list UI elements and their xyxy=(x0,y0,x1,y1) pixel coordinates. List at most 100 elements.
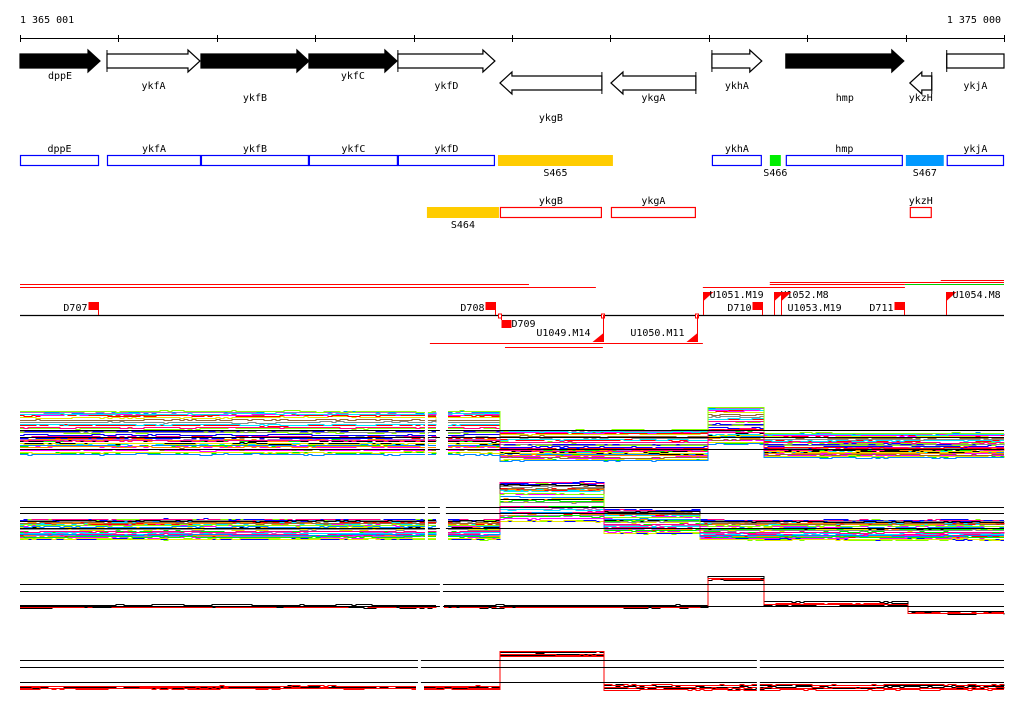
gene-track: dppE ykfA ykfB ykfC ykfD ykgB ykgA ykhA hmp ykzH y… xyxy=(19,48,1005,124)
data-gap xyxy=(439,562,443,626)
terminator-flag xyxy=(592,333,604,342)
expression-panel-4 xyxy=(20,632,1005,698)
annotation-dppE[interactable]: dppE xyxy=(19,144,100,167)
gene-ykfB[interactable]: ykfB xyxy=(200,48,310,104)
terminator-label: D709 xyxy=(512,319,536,330)
annotation-ykfC[interactable]: ykfC xyxy=(308,144,398,167)
gene-ykgA[interactable]: ykgA xyxy=(610,70,697,104)
gene-ykfC[interactable]: ykfC xyxy=(308,48,398,82)
terminator-flag xyxy=(686,333,698,342)
segment-box xyxy=(769,155,781,166)
expression-line xyxy=(20,651,1004,687)
annotation-label: ykgB xyxy=(539,196,563,207)
gene-ykhA[interactable]: ykhA xyxy=(711,48,763,92)
gene-ykzH[interactable]: ykzH xyxy=(909,70,933,104)
gene-ykfA[interactable]: ykfA xyxy=(106,48,201,92)
gene-label: hmp xyxy=(836,93,854,104)
expression-line xyxy=(20,506,1005,534)
annotation-ykfD[interactable]: ykfD xyxy=(397,144,496,167)
annotation-ykgA[interactable]: ykgA xyxy=(610,196,696,219)
annotation-box xyxy=(308,154,398,167)
segment-box xyxy=(905,155,944,166)
terminator-box xyxy=(752,302,763,310)
terminator-U1054.M8[interactable]: U1054.M8 xyxy=(946,290,1001,315)
gene-arrow xyxy=(610,70,697,96)
segment-box xyxy=(497,155,613,166)
terminator-label: D710 xyxy=(727,303,751,314)
segment-S464[interactable]: S464 xyxy=(426,207,499,231)
annotation-ykzH[interactable]: ykzH xyxy=(909,196,933,219)
gene-arrow xyxy=(19,48,101,74)
expression-line xyxy=(20,484,1004,523)
expression-line xyxy=(20,418,1004,442)
terminator-U1053.M19[interactable]: U1053.M19 xyxy=(781,292,842,315)
gene-label: ykhA xyxy=(725,81,749,92)
terminator-label: U1049.M14 xyxy=(536,328,590,339)
terminator-D710[interactable]: D710 xyxy=(727,302,763,315)
terminator-D707[interactable]: D707 xyxy=(63,302,99,315)
expression-line xyxy=(20,520,1004,541)
annotation-ykgB[interactable]: ykgB xyxy=(499,196,602,219)
expression-line xyxy=(20,578,1004,614)
data-gap xyxy=(439,474,446,552)
gene-arrow xyxy=(499,70,603,96)
segment-S466[interactable]: S466 xyxy=(763,155,787,179)
annotation-label: dppE xyxy=(47,144,71,155)
annotation-label: ykfD xyxy=(434,144,458,155)
axis-end-label: 1 375 000 xyxy=(947,15,1001,26)
gene-ykfD[interactable]: ykfD xyxy=(397,48,496,92)
terminator-D709[interactable]: D709 xyxy=(498,313,536,330)
data-gap xyxy=(417,632,421,698)
annotation-box xyxy=(909,206,932,219)
expression-panel-2 xyxy=(20,474,1005,552)
terminator-flag xyxy=(703,292,714,301)
terminator-D711[interactable]: D711 xyxy=(869,302,905,315)
segment-S467[interactable]: S467 xyxy=(905,155,944,179)
terminator-U1051.M19[interactable]: U1051.M19 xyxy=(703,290,764,315)
terminator-U1050.M11[interactable]: U1050.M11 xyxy=(630,313,699,342)
annotation-ykfA[interactable]: ykfA xyxy=(106,144,202,167)
segment-track-minus: S464 ykgB ykgA ykzH xyxy=(426,196,933,231)
axis-start-label: 1 365 001 xyxy=(20,15,74,26)
expression-line xyxy=(20,653,1004,689)
segment-S465[interactable]: S465 xyxy=(497,155,613,179)
annotation-label: ykfA xyxy=(142,144,166,155)
expression-panel-1 xyxy=(20,394,1005,466)
terminator-U1049.M14[interactable]: U1049.M14 xyxy=(536,313,605,342)
gene-arrow xyxy=(308,48,398,74)
gene-label: ykfA xyxy=(141,81,165,92)
data-gap xyxy=(424,394,428,466)
gene-arrow xyxy=(106,48,201,74)
annotation-ykjA[interactable]: ykjA xyxy=(946,144,1005,167)
annotation-box xyxy=(19,154,100,167)
gene-ykgB[interactable]: ykgB xyxy=(499,70,603,124)
segment-track-plus: dppE ykfA ykfB ykfC ykfD S465 ykhA S466 hmp S467 y… xyxy=(19,144,1005,179)
expression-line xyxy=(20,578,1004,614)
annotation-ykhA[interactable]: ykhA xyxy=(711,144,762,167)
gene-label: ykfC xyxy=(341,71,365,82)
expression-line xyxy=(20,654,1005,689)
annotation-label: ykhA xyxy=(725,144,749,155)
annotation-ykfB[interactable]: ykfB xyxy=(200,144,310,167)
segment-label: S464 xyxy=(451,220,475,231)
terminator-label: U1053.M19 xyxy=(788,303,842,314)
gene-ykjA[interactable]: ykjA xyxy=(946,50,1005,92)
expression-line xyxy=(20,512,1004,537)
terminator-box xyxy=(485,302,496,310)
expression-panel-3 xyxy=(20,562,1005,626)
terminator-label: U1051.M19 xyxy=(710,290,764,301)
expression-line xyxy=(20,421,1004,444)
annotation-label: ykjA xyxy=(963,144,987,155)
annotation-label: hmp xyxy=(835,144,853,155)
annotation-hmp[interactable]: hmp xyxy=(785,144,903,167)
gene-dppE[interactable]: dppE xyxy=(19,48,101,82)
annotation-box xyxy=(106,154,202,167)
gene-hmp[interactable]: hmp xyxy=(785,48,905,104)
terminator-box xyxy=(88,302,99,310)
expression-line xyxy=(20,488,1004,525)
annotation-box xyxy=(946,154,1005,167)
gene-arrow xyxy=(200,48,310,74)
expression-line xyxy=(20,576,1004,612)
terminator-D708[interactable]: D708 xyxy=(460,302,496,315)
